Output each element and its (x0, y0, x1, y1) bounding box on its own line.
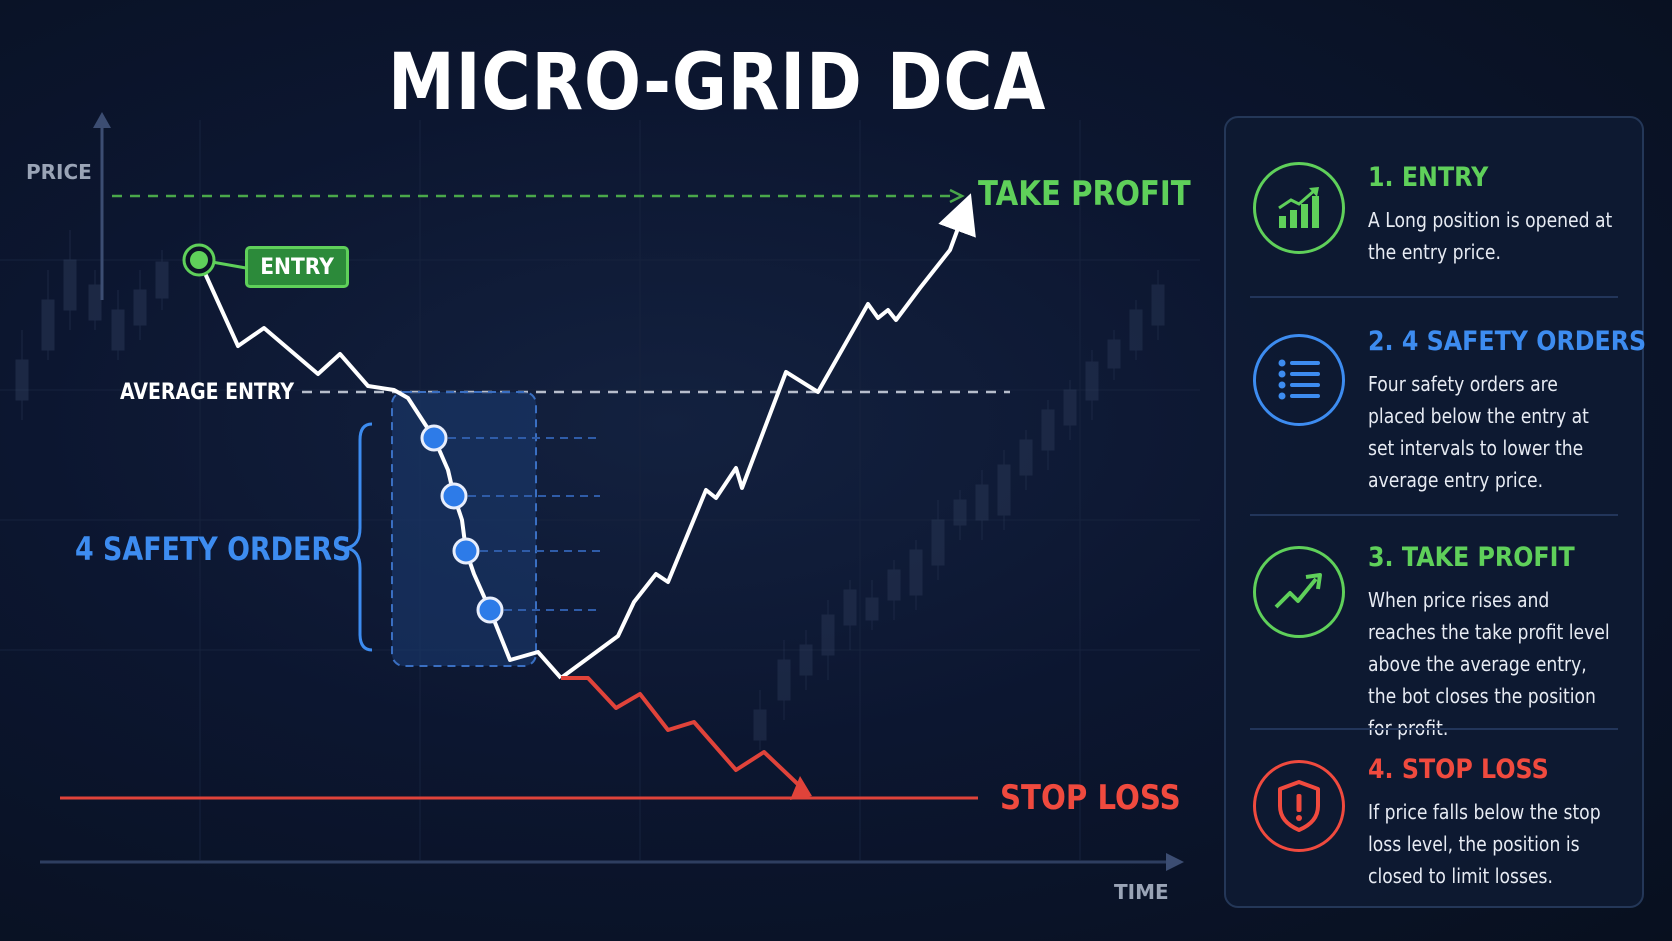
entry-connector (211, 260, 247, 270)
background-candles-left (15, 230, 169, 420)
x-axis-label: TIME (1114, 880, 1169, 904)
step-entry-heading: 1. ENTRY (1368, 162, 1489, 193)
safety-order-levels (434, 437, 600, 611)
step-safety-orders-description: Four safety orders are placed below the … (1368, 372, 1589, 492)
bg-candle (15, 230, 169, 420)
price-path-recovery (559, 193, 976, 680)
stop-loss-path (561, 676, 812, 800)
page-title: MICRO-GRID DCA (388, 38, 1047, 128)
safety-order-3 (452, 537, 480, 565)
panel-divider (1250, 296, 1618, 298)
entry-label-box: ENTRY (245, 246, 349, 288)
step-entry-description: A Long position is opened at the entry p… (1368, 208, 1613, 264)
step-safety-orders-heading: 2. 4 SAFETY ORDERS (1368, 326, 1647, 357)
safety-order-4 (476, 596, 504, 624)
safety-order-markers (420, 424, 504, 624)
background-grid (0, 120, 1200, 860)
trend-up-icon (1253, 546, 1345, 638)
y-axis-label: PRICE (26, 160, 92, 184)
safety-order-2 (440, 482, 468, 510)
safety-orders-brace (345, 422, 373, 652)
background-candles-right (753, 270, 1165, 750)
entry-marker (182, 243, 216, 277)
take-profit-line (112, 188, 965, 204)
y-axis (93, 112, 111, 300)
average-entry-label: AVERAGE ENTRY (120, 380, 295, 405)
stop-loss-label: STOP LOSS (1000, 778, 1181, 818)
shield-alert-icon (1253, 760, 1345, 852)
step-take-profit-heading: 3. TAKE PROFIT (1368, 542, 1575, 573)
step-take-profit-description: When price rises and reaches the take pr… (1368, 588, 1610, 740)
step-stop-loss-description: If price falls below the stop loss level… (1368, 800, 1601, 888)
safety-order-1 (420, 424, 448, 452)
steps-panel: 1. ENTRY A Long position is opened at th… (1224, 116, 1647, 908)
bar-chart-up-icon (1253, 162, 1345, 254)
entry-label: ENTRY (260, 254, 334, 280)
take-profit-label: TAKE PROFIT (978, 174, 1191, 214)
x-axis (40, 853, 1184, 871)
panel-divider (1250, 514, 1618, 516)
panel-divider (1250, 728, 1618, 730)
safety-orders-label: 4 SAFETY ORDERS (75, 530, 352, 568)
list-icon (1253, 334, 1345, 426)
step-stop-loss-heading: 4. STOP LOSS (1368, 754, 1549, 785)
